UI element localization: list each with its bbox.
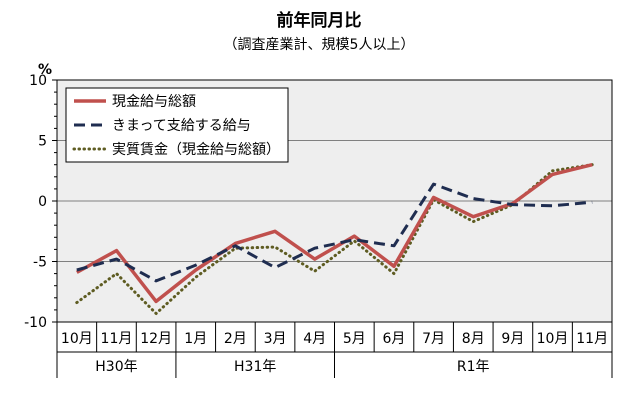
x-tick-label: 5月: [343, 331, 366, 347]
x-tick-label: 4月: [303, 331, 326, 347]
y-tick-label: -10: [24, 315, 47, 331]
y-axis-unit-label: %: [38, 62, 52, 78]
series-line: [76, 182, 593, 283]
x-tick-label: 8月: [462, 331, 485, 347]
series-line: [75, 163, 593, 304]
legend-label: きまって支給する給与: [112, 118, 251, 134]
x-tick-label: 10月: [537, 331, 569, 347]
year-group-label: R1年: [457, 359, 490, 375]
axis-labels: 10 5 0 -5 -10 H30年 H31年 R1年 10月 11月 12月 1月 2月 3月 4月 5月 6…: [24, 73, 613, 378]
x-tick-label: 6月: [383, 331, 406, 347]
x-tick-label: 7月: [422, 331, 445, 347]
y-tick-label: 5: [38, 134, 47, 150]
chart-title: 前年同月比: [277, 10, 362, 31]
series-lines: [75, 163, 594, 315]
x-tick-label: 12月: [140, 331, 172, 347]
x-tick-label: 2月: [224, 331, 247, 347]
x-tick-label: 11月: [576, 331, 608, 347]
y-tick-label: 10: [29, 73, 47, 89]
year-group-label: H31年: [234, 359, 276, 375]
y-tick-label: -5: [33, 255, 47, 271]
chart-subtitle: （調査産業計、規模5人以上）: [224, 37, 415, 53]
y-tick-label: 0: [38, 194, 47, 210]
x-tick-label: 10月: [61, 331, 93, 347]
x-tick-label: 1月: [184, 331, 207, 347]
legend-label: 現金給与総額: [112, 94, 196, 110]
x-tick-label: 3月: [264, 331, 287, 347]
x-tick-label: 9月: [501, 331, 524, 347]
legend-label: 実質賃金（現金給与総額）: [112, 142, 280, 158]
x-tick-label: 11月: [101, 331, 133, 347]
year-group-label: H30年: [95, 359, 137, 375]
